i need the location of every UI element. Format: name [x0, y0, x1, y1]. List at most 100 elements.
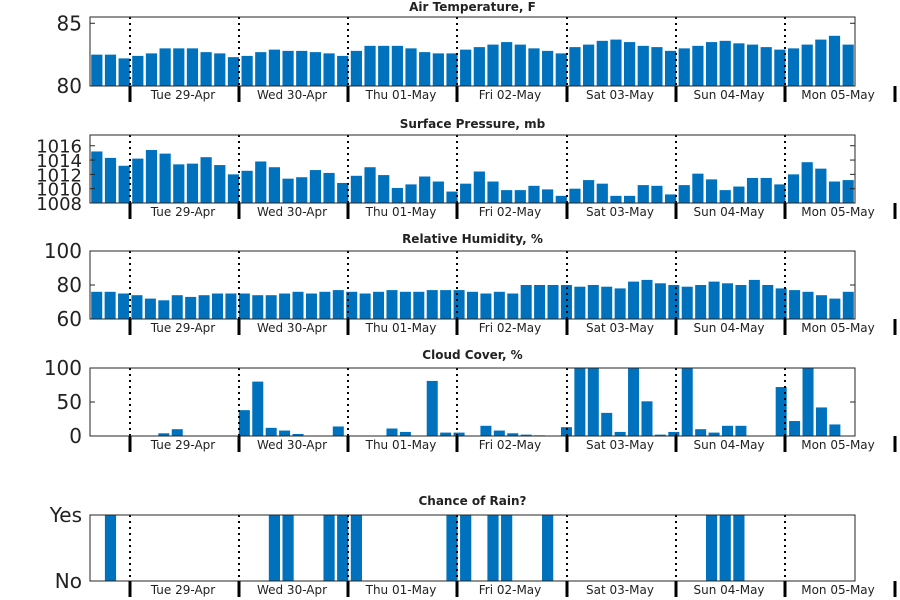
bar	[601, 412, 613, 436]
bar	[460, 515, 472, 581]
bar	[829, 298, 841, 319]
bar	[132, 55, 144, 86]
bar	[185, 296, 197, 319]
bar	[323, 172, 335, 203]
bar	[131, 295, 143, 319]
bar	[801, 44, 813, 86]
x-tick-label: Mon 05-May	[801, 438, 875, 452]
bar	[118, 293, 130, 319]
bar	[145, 53, 158, 86]
bar	[118, 58, 130, 86]
bar	[268, 49, 281, 86]
bar	[159, 48, 171, 86]
bar	[733, 43, 745, 86]
bar	[708, 281, 720, 319]
bar	[159, 153, 171, 203]
x-tick-label: Fri 02-May	[479, 205, 542, 219]
bar	[91, 291, 103, 319]
bar	[305, 293, 317, 319]
bar	[91, 151, 103, 203]
bar	[279, 430, 291, 436]
bar	[762, 285, 774, 319]
bar	[829, 424, 841, 436]
bar	[815, 295, 827, 319]
bar	[787, 174, 800, 203]
bar	[501, 190, 513, 203]
bar	[241, 170, 253, 203]
bar	[641, 401, 653, 436]
y-tick-label: 1016	[36, 137, 82, 158]
bar	[628, 368, 640, 436]
bar	[775, 288, 787, 319]
bar	[695, 285, 707, 319]
plot-frame	[89, 134, 856, 204]
bar	[158, 433, 170, 436]
bar	[214, 165, 226, 203]
bar	[480, 293, 492, 319]
bar	[426, 380, 438, 436]
x-tick-label: Fri 02-May	[479, 583, 542, 597]
bar	[514, 44, 526, 86]
bar	[487, 181, 499, 203]
x-tick-label: Sun 04-May	[693, 321, 764, 335]
bar	[802, 368, 814, 436]
bar	[186, 48, 199, 86]
bar	[775, 387, 787, 436]
bar	[501, 515, 513, 581]
bar	[309, 52, 321, 86]
x-tick-label: Tue 29-Apr	[150, 88, 215, 102]
bar	[378, 175, 390, 203]
bar	[282, 515, 294, 581]
bar	[801, 162, 813, 203]
bar	[419, 176, 431, 203]
bar	[118, 165, 130, 203]
plot-frame	[89, 514, 856, 582]
bar	[268, 515, 281, 581]
bar	[542, 50, 554, 86]
bar	[708, 432, 720, 436]
bar	[678, 185, 690, 203]
bar	[746, 177, 759, 203]
bar	[309, 170, 321, 203]
bar	[337, 182, 349, 203]
x-tick-label: Thu 01-May	[365, 88, 437, 102]
bar	[542, 189, 554, 203]
bar	[200, 52, 212, 86]
x-tick-label: Thu 01-May	[365, 205, 437, 219]
panel-title: Chance of Rain?	[418, 494, 526, 508]
x-tick-label: Mon 05-May	[801, 583, 875, 597]
bar	[774, 184, 786, 203]
bar	[637, 45, 649, 86]
y-tick-label: No	[55, 569, 82, 593]
bar	[292, 433, 304, 436]
x-tick-label: Sat 03-May	[586, 88, 654, 102]
bar	[760, 47, 772, 86]
panel-title: Surface Pressure, mb	[400, 117, 546, 131]
bar	[279, 293, 291, 319]
bar	[735, 285, 747, 319]
bar	[789, 290, 801, 319]
bar	[774, 49, 786, 86]
bar	[405, 184, 417, 203]
bar	[560, 285, 572, 319]
bar	[337, 55, 349, 86]
bar	[692, 45, 704, 86]
bar	[569, 47, 581, 86]
panel-3: Relative Humidity, % 60 80 100 Tue 29-Apr Wed…	[44, 232, 897, 335]
bar	[265, 295, 277, 319]
bar	[719, 40, 731, 86]
x-tick-label: Thu 01-May	[365, 321, 437, 335]
bar	[601, 286, 613, 319]
bar	[815, 407, 827, 436]
bar	[364, 167, 376, 203]
bar	[399, 291, 411, 319]
bar	[681, 368, 693, 436]
bar	[419, 52, 431, 86]
bar	[668, 431, 680, 436]
panel-4: Cloud Cover, % 0 50 100 Tue 29-Apr Wed 30-Apr…	[44, 348, 897, 452]
bar	[212, 293, 224, 319]
x-tick-label: Mon 05-May	[801, 321, 875, 335]
bar	[405, 48, 417, 86]
bar	[560, 427, 572, 436]
